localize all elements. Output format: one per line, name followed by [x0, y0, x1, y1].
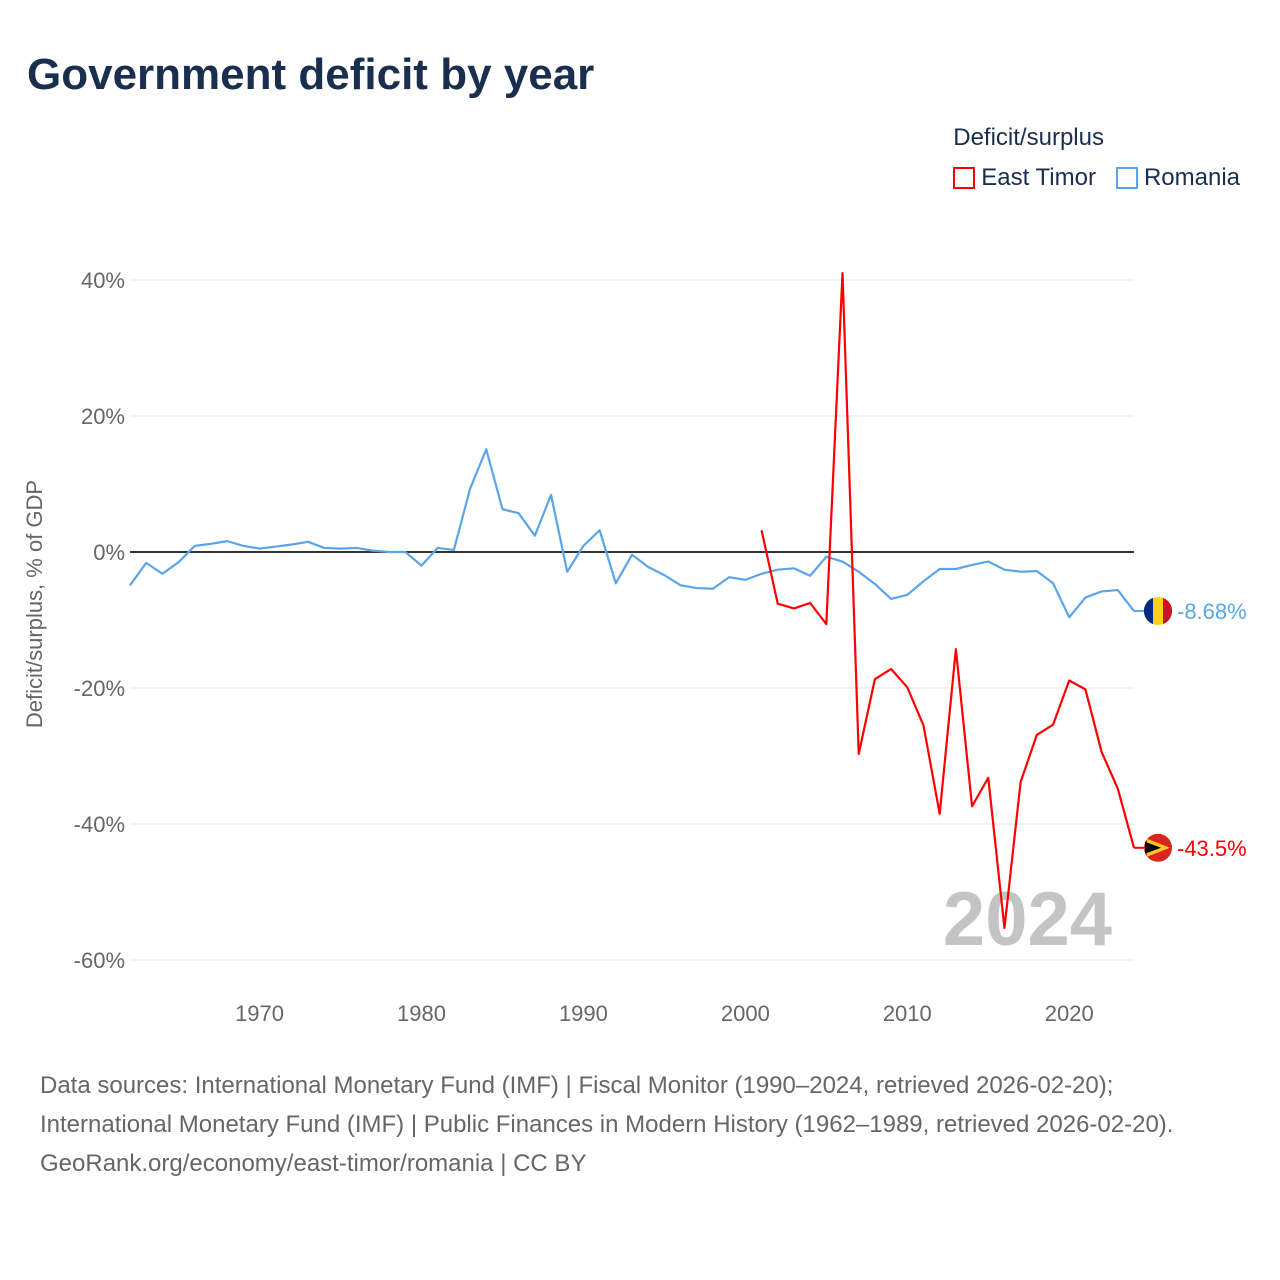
flag-stripe [1143, 597, 1153, 625]
y-tick-label: 40% [81, 268, 125, 293]
x-tick-label: 2000 [721, 1001, 770, 1026]
y-tick-label: 0% [93, 540, 125, 565]
credit-link[interactable]: GeoRank.org/economy/east-timor/romania |… [40, 1150, 587, 1177]
y-tick-label: -40% [74, 812, 125, 837]
legend-swatch [1115, 167, 1138, 189]
y-axis-label: Deficit/surplus, % of GDP [22, 480, 47, 728]
x-tick-label: 1970 [235, 1001, 284, 1026]
line-chart: 40% 20% 0% -20% -40% -60% 1970 1980 1990 2000 2010… [22, 268, 1247, 1026]
chart-title: Government deficit by year [27, 50, 595, 99]
end-value-label: -8.68% [1177, 599, 1247, 624]
legend-label: Romania [1143, 164, 1240, 191]
year-watermark: 2024 [943, 877, 1112, 962]
x-tick-label: 1990 [559, 1001, 608, 1026]
x-tick-label: 1980 [397, 1001, 446, 1026]
legend-item-east-timor[interactable]: East Timor [953, 164, 1096, 192]
x-tick-label: 2020 [1045, 1001, 1094, 1026]
footer: Data sources: International Monetary Fun… [40, 1066, 1240, 1183]
y-tick-label: -20% [74, 676, 125, 701]
y-tick-label: -60% [74, 948, 125, 973]
flag-triangle [1145, 841, 1161, 854]
legend-swatch [953, 167, 976, 189]
series-line-romania [129, 448, 1135, 619]
series-line-east-timor [760, 272, 1136, 930]
y-tick-label: 20% [81, 404, 125, 429]
legend-title: Deficit/surplus [953, 124, 1104, 151]
data-sources: Data sources: International Monetary Fun… [40, 1072, 1174, 1138]
legend-label: East Timor [981, 164, 1096, 191]
legend-item-romania[interactable]: Romania [1115, 164, 1240, 192]
legend: Deficit/surplus East Timor Romania [953, 124, 1240, 192]
flag-stripe [1163, 597, 1173, 625]
end-value-label: -43.5% [1177, 836, 1247, 861]
x-tick-label: 2010 [883, 1001, 932, 1026]
